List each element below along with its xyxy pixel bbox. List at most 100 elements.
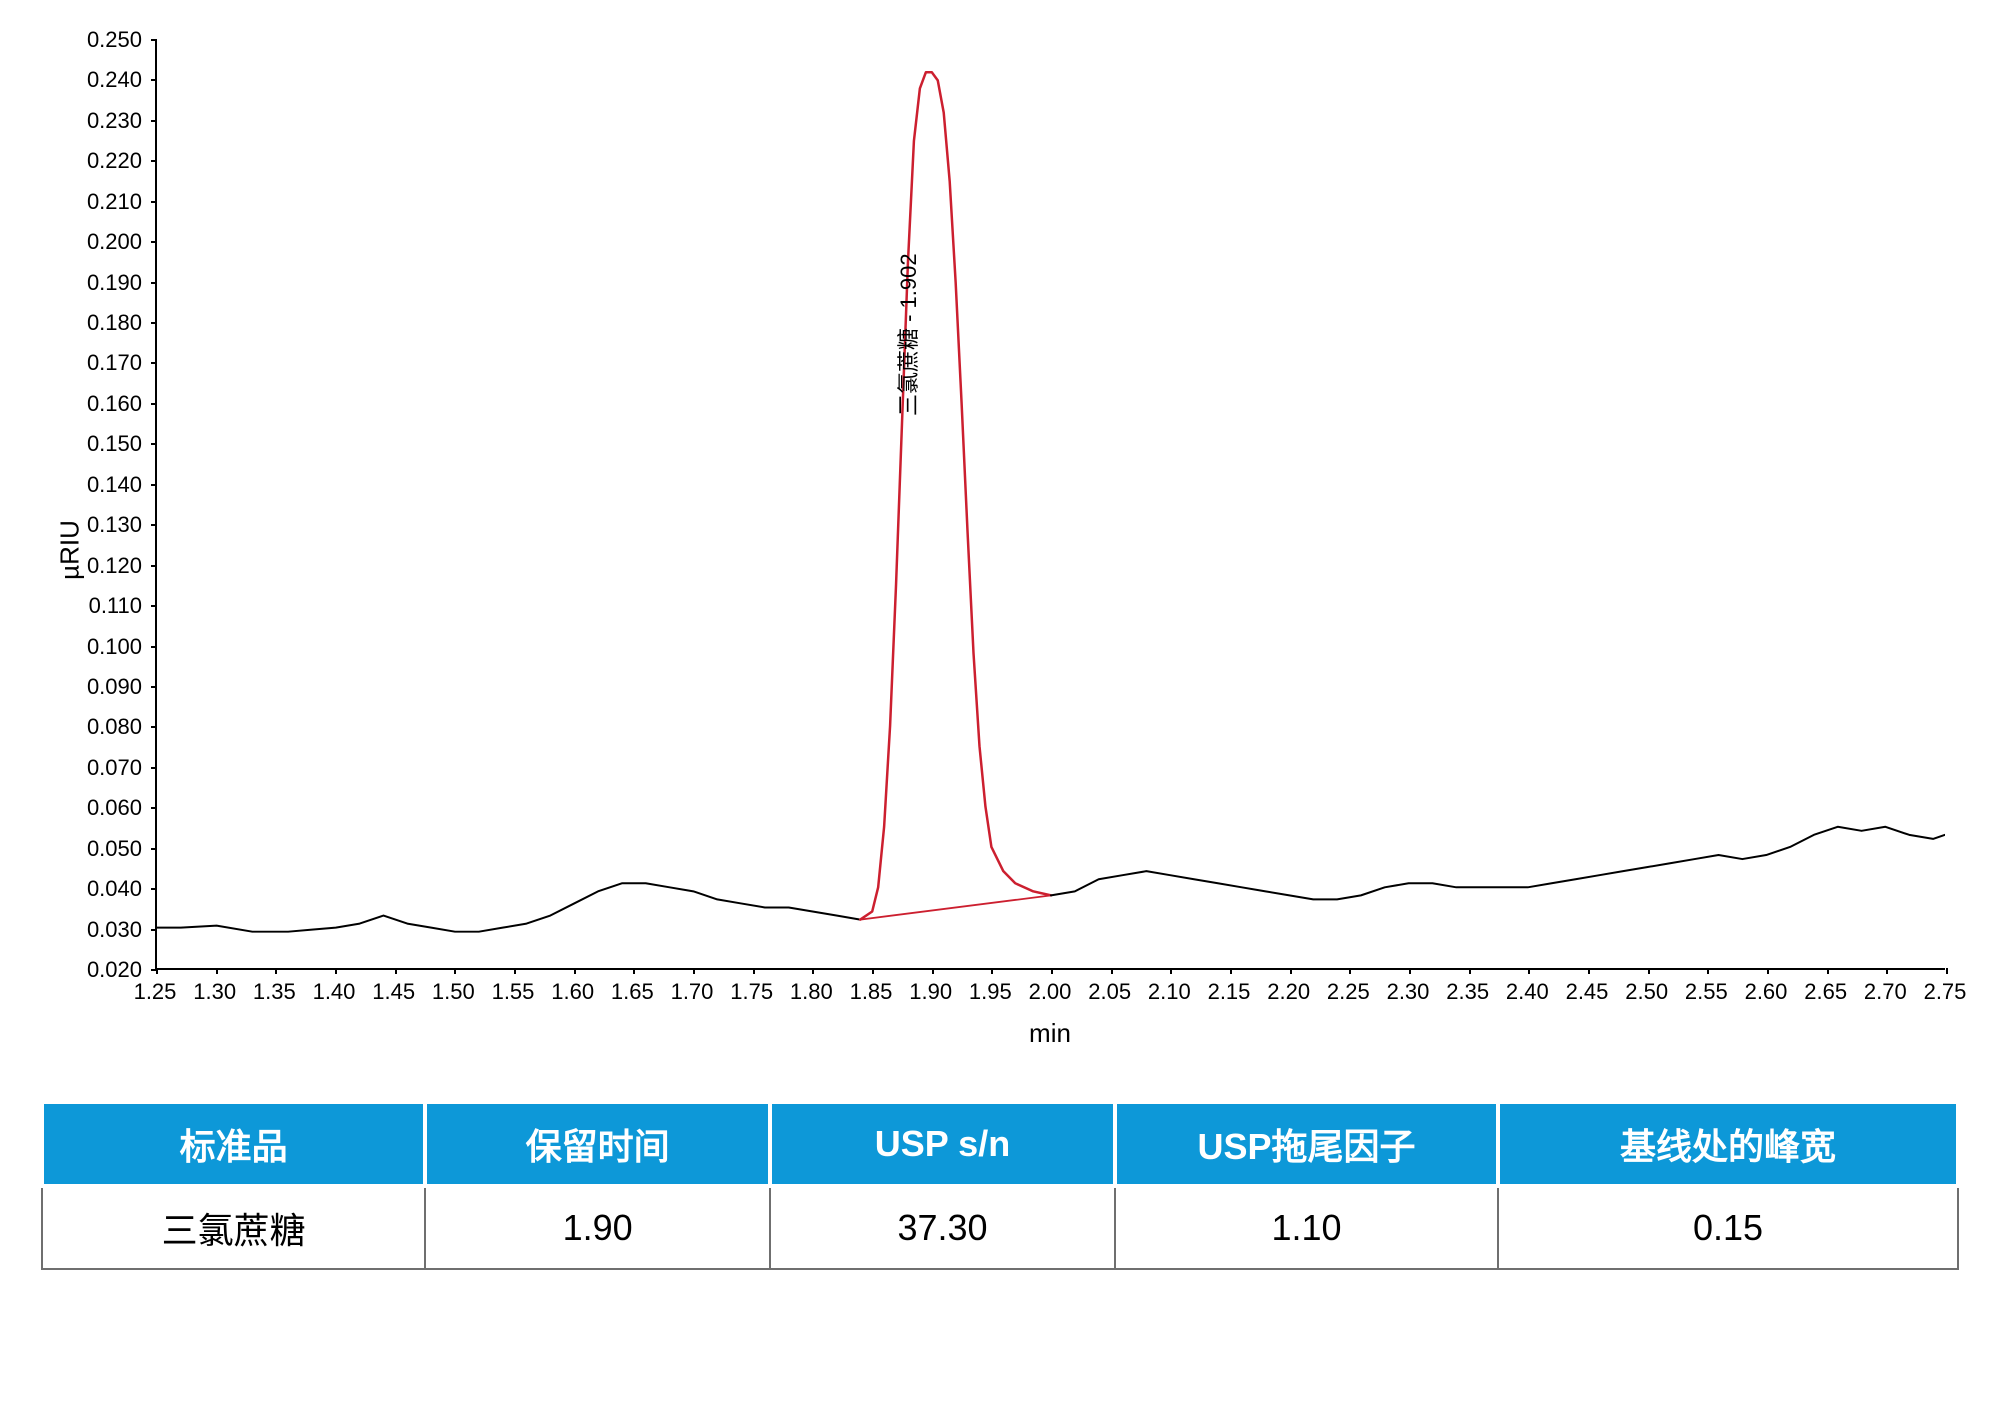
x-tick-mark xyxy=(1707,968,1709,974)
x-ticks-container: 1.251.301.351.401.451.501.551.601.651.70… xyxy=(155,975,1945,1015)
results-table: 标准品保留时间USP s/nUSP拖尾因子基线处的峰宽 三氯蔗糖1.9037.3… xyxy=(40,1100,1960,1270)
y-tick-mark xyxy=(151,120,157,122)
y-tick-mark xyxy=(151,646,157,648)
x-tick-mark xyxy=(1648,968,1650,974)
y-tick-label: 0.110 xyxy=(89,593,142,619)
y-tick-label: 0.100 xyxy=(87,634,142,660)
x-tick-mark xyxy=(1827,968,1829,974)
x-tick-mark xyxy=(1528,968,1530,974)
table-cell: 三氯蔗糖 xyxy=(42,1186,425,1269)
baseline-after xyxy=(1051,827,1945,900)
x-tick-mark xyxy=(395,968,397,974)
y-tick-label: 0.080 xyxy=(87,714,142,740)
y-tick-mark xyxy=(151,241,157,243)
x-tick-label: 1.30 xyxy=(193,979,236,1005)
x-tick-mark xyxy=(693,968,695,974)
table-cell: 37.30 xyxy=(770,1186,1115,1269)
x-tick-mark xyxy=(335,968,337,974)
y-tick-mark xyxy=(151,807,157,809)
x-tick-label: 1.45 xyxy=(372,979,415,1005)
x-tick-mark xyxy=(1588,968,1590,974)
plot-area: 三氯蔗糖 - 1.902 xyxy=(155,40,1945,970)
x-tick-mark xyxy=(1886,968,1888,974)
x-tick-label: 1.75 xyxy=(730,979,773,1005)
table-header-cell: 保留时间 xyxy=(425,1102,770,1186)
y-tick-label: 0.230 xyxy=(87,108,142,134)
table-cell: 1.90 xyxy=(425,1186,770,1269)
x-tick-label: 2.00 xyxy=(1029,979,1072,1005)
table-header-cell: USP s/n xyxy=(770,1102,1115,1186)
x-tick-label: 2.10 xyxy=(1148,979,1191,1005)
x-tick-label: 1.50 xyxy=(432,979,475,1005)
x-axis-label: min xyxy=(155,1018,1945,1049)
y-tick-mark xyxy=(151,686,157,688)
y-tick-label: 0.120 xyxy=(87,553,142,579)
x-tick-label: 2.35 xyxy=(1446,979,1489,1005)
y-tick-label: 0.030 xyxy=(87,917,142,943)
table-header-cell: 基线处的峰宽 xyxy=(1498,1102,1958,1186)
y-tick-mark xyxy=(151,282,157,284)
x-tick-label: 2.45 xyxy=(1566,979,1609,1005)
y-tick-label: 0.210 xyxy=(87,189,142,215)
y-tick-label: 0.150 xyxy=(87,431,142,457)
y-tick-label: 0.240 xyxy=(87,67,142,93)
y-tick-label: 0.200 xyxy=(87,229,142,255)
y-tick-mark xyxy=(151,848,157,850)
table-cell: 1.10 xyxy=(1115,1186,1498,1269)
y-tick-mark xyxy=(151,79,157,81)
x-tick-label: 1.80 xyxy=(790,979,833,1005)
x-tick-mark xyxy=(1349,968,1351,974)
y-tick-mark xyxy=(151,929,157,931)
plot-svg xyxy=(157,40,1945,968)
x-tick-label: 2.40 xyxy=(1506,979,1549,1005)
x-tick-mark xyxy=(1230,968,1232,974)
chromatogram-chart: µRIU 0.0200.0300.0400.0500.0600.0700.080… xyxy=(40,40,1960,1060)
x-tick-label: 2.30 xyxy=(1387,979,1430,1005)
y-tick-mark xyxy=(151,565,157,567)
y-tick-label: 0.180 xyxy=(87,310,142,336)
x-tick-mark xyxy=(1469,968,1471,974)
y-tick-mark xyxy=(151,443,157,445)
y-tick-mark xyxy=(151,160,157,162)
x-tick-mark xyxy=(216,968,218,974)
peak-label: 三氯蔗糖 - 1.902 xyxy=(891,253,923,416)
x-tick-label: 1.55 xyxy=(492,979,535,1005)
x-tick-label: 1.35 xyxy=(253,979,296,1005)
x-tick-mark xyxy=(156,968,158,974)
table-header-cell: USP拖尾因子 xyxy=(1115,1102,1498,1186)
table-header: 标准品保留时间USP s/nUSP拖尾因子基线处的峰宽 xyxy=(42,1102,1958,1186)
x-tick-label: 2.25 xyxy=(1327,979,1370,1005)
baseline-before xyxy=(157,883,860,931)
y-tick-mark xyxy=(151,767,157,769)
y-tick-mark xyxy=(151,888,157,890)
y-tick-label: 0.130 xyxy=(87,512,142,538)
x-tick-label: 2.50 xyxy=(1625,979,1668,1005)
y-tick-label: 0.170 xyxy=(87,350,142,376)
y-tick-mark xyxy=(151,726,157,728)
table-header-cell: 标准品 xyxy=(42,1102,425,1186)
x-tick-label: 2.20 xyxy=(1267,979,1310,1005)
y-ticks-container: 0.0200.0300.0400.0500.0600.0700.0800.090… xyxy=(70,40,150,970)
x-tick-mark xyxy=(1111,968,1113,974)
x-tick-mark xyxy=(574,968,576,974)
y-tick-mark xyxy=(151,322,157,324)
x-tick-label: 1.60 xyxy=(551,979,594,1005)
x-tick-mark xyxy=(812,968,814,974)
x-tick-label: 1.65 xyxy=(611,979,654,1005)
x-tick-label: 2.60 xyxy=(1745,979,1788,1005)
x-tick-label: 1.85 xyxy=(850,979,893,1005)
x-tick-mark xyxy=(633,968,635,974)
y-tick-mark xyxy=(151,39,157,41)
x-tick-mark xyxy=(1051,968,1053,974)
x-tick-mark xyxy=(1170,968,1172,974)
x-tick-mark xyxy=(454,968,456,974)
x-tick-mark xyxy=(1409,968,1411,974)
y-tick-label: 0.220 xyxy=(87,148,142,174)
y-tick-label: 0.250 xyxy=(87,27,142,53)
x-tick-label: 1.25 xyxy=(134,979,177,1005)
y-tick-label: 0.040 xyxy=(87,876,142,902)
x-tick-label: 2.15 xyxy=(1208,979,1251,1005)
x-tick-mark xyxy=(753,968,755,974)
x-tick-mark xyxy=(514,968,516,974)
y-tick-label: 0.050 xyxy=(87,836,142,862)
